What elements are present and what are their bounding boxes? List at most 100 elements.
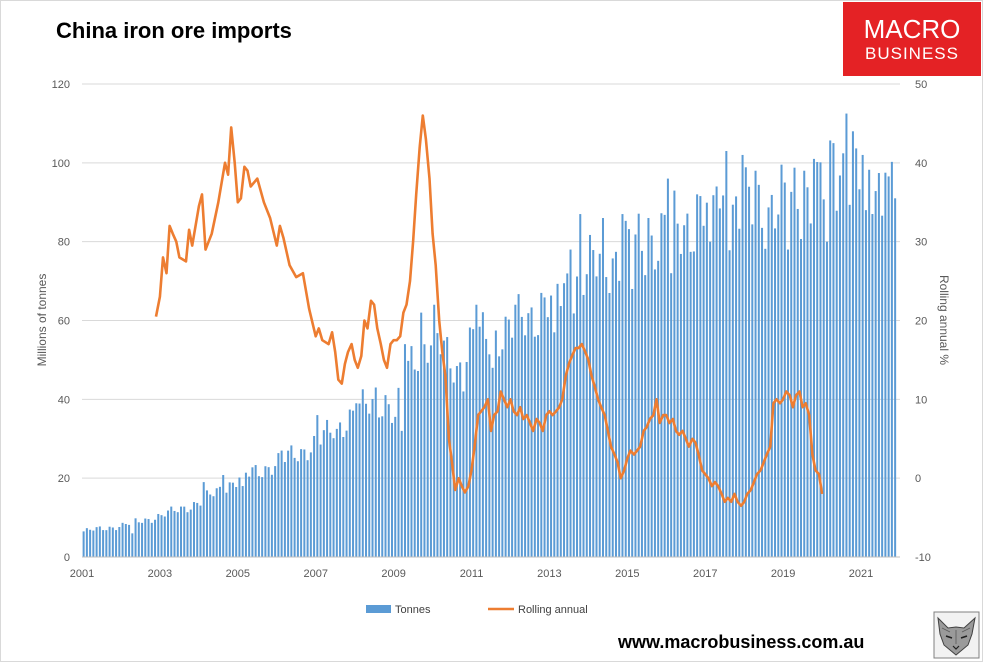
bar [579,214,582,557]
legend-swatch-tonnes [366,605,391,613]
bar [154,519,157,557]
bar [381,416,384,557]
bar [160,515,163,557]
x-tick-label: 2013 [537,568,561,580]
bar [225,492,228,557]
bar [851,131,854,558]
bar [241,486,244,557]
bar [167,510,170,557]
bar [874,191,877,558]
x-axis-ticks: 2001 2003 2005 2007 2009 2011 2013 2015 2017 2019… [70,568,874,580]
bar [413,369,416,557]
bar [787,249,790,558]
bar [400,430,403,557]
bar [527,313,530,557]
bar [306,460,309,557]
bar [433,304,436,557]
bar [822,199,825,557]
bar [231,482,234,557]
bar [215,488,218,557]
bar [877,173,880,557]
bar [832,143,835,557]
bar [825,241,828,557]
bar [387,404,390,557]
bar [209,494,212,557]
bar [212,496,215,557]
bar [494,330,497,557]
bar [511,337,514,557]
right-tick-label: 30 [915,237,927,249]
bar [85,528,88,557]
bar [488,354,491,557]
bar [774,228,777,557]
bar [455,366,458,557]
bar [459,362,462,557]
bar [173,510,176,557]
bar [121,522,124,557]
bar [614,251,617,558]
line-series [154,114,824,508]
bar [718,208,721,558]
bar [553,332,556,557]
bar [397,387,400,557]
bar [702,225,705,558]
bar [293,457,296,557]
bar [368,413,371,557]
left-tick-label: 60 [58,316,70,328]
bar [274,466,277,557]
right-tick-label: 20 [915,316,927,328]
bar [378,417,381,557]
bar [663,214,666,557]
bar [144,518,147,557]
bar [205,490,208,557]
bar [287,450,290,557]
logo-line1: MACRO [864,14,961,44]
bar [472,329,475,557]
bar [342,436,345,557]
macrobusiness-logo: MACRO BUSINESS [843,2,981,76]
bar [670,273,673,557]
bar [770,194,773,558]
bar [403,344,406,557]
bar [407,360,410,557]
bar [498,356,501,557]
bar [267,467,270,557]
bar [887,176,890,557]
bar [439,354,442,557]
bar [754,170,757,557]
bar [131,533,134,557]
bar [793,167,796,557]
bar [277,453,280,557]
bar [572,313,575,557]
bar [355,403,358,557]
bar [647,218,650,557]
bar [705,202,708,558]
legend-label-rolling: Rolling annual [518,604,588,616]
left-tick-label: 0 [64,552,70,564]
bar [673,190,676,557]
bar [696,194,699,557]
bar [504,316,507,557]
bar [514,304,517,557]
bar [595,276,598,557]
bar [712,195,715,557]
bar [783,182,786,557]
bar [283,461,286,557]
bar [137,522,140,557]
bar [871,214,874,558]
left-tick-label: 40 [58,394,70,406]
bar [741,154,744,557]
bar [576,276,579,557]
bar [533,336,536,557]
bar [692,251,695,557]
bar [731,204,734,557]
bar [316,415,319,557]
bar [102,530,105,557]
x-tick-label: 2017 [693,568,717,580]
bar [881,215,884,557]
bar [313,435,316,557]
bar [358,403,361,557]
logo-background [843,2,981,76]
bar [640,250,643,557]
bar [442,340,445,557]
